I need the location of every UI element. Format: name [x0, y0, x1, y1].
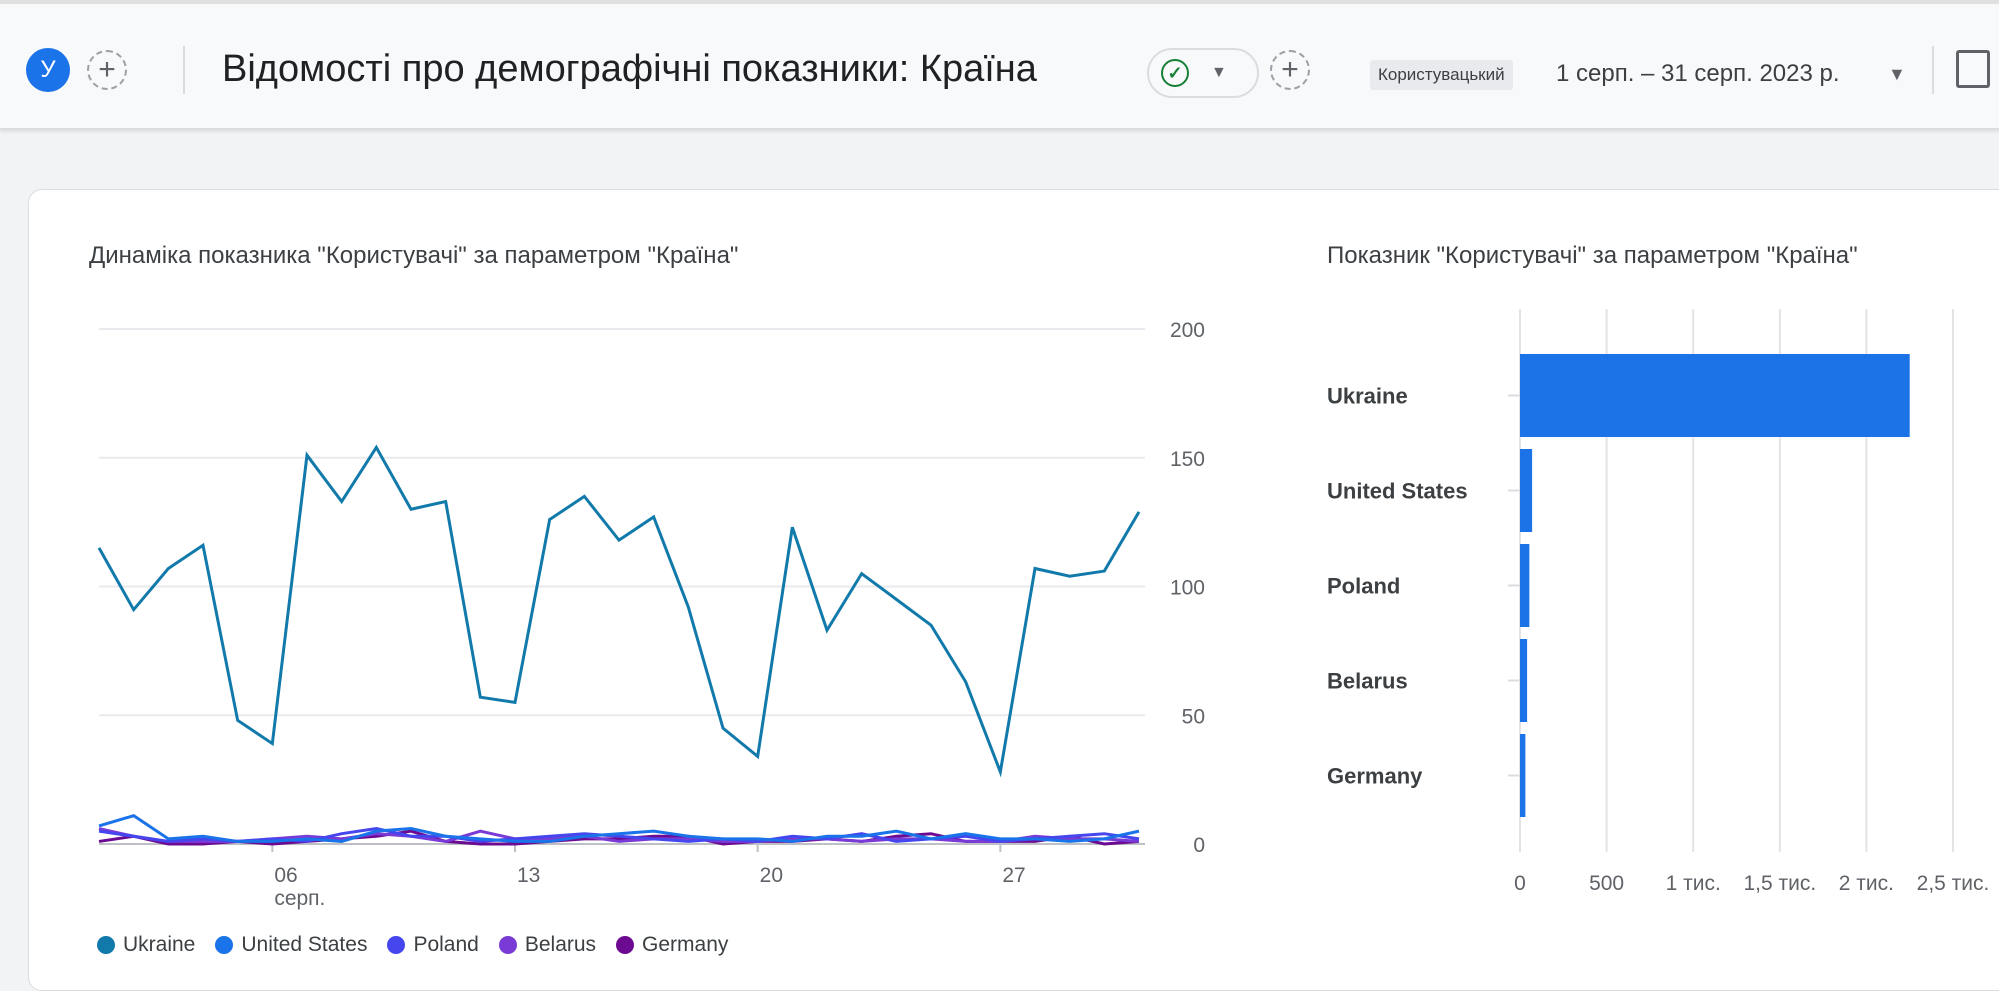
report-card: [28, 189, 1999, 991]
x-tick-label: 1 тис.: [1666, 872, 1721, 895]
page-title: Відомості про демографічні показники: Кр…: [222, 48, 1037, 90]
category-label: Ukraine: [1327, 384, 1408, 409]
legend-item[interactable]: Germany: [616, 933, 728, 957]
legend-label: Belarus: [524, 933, 597, 956]
legend-item[interactable]: Belarus: [498, 933, 597, 957]
top-border: [0, 0, 1999, 4]
category-label: Belarus: [1327, 669, 1408, 694]
y-tick-label: 50: [1182, 705, 1205, 728]
x-tick-label: 2,5 тис.: [1917, 872, 1990, 895]
x-tick-label: 2 тис.: [1839, 872, 1894, 895]
category-label: United States: [1327, 479, 1468, 504]
report-header: У + Відомості про демографічні показники…: [0, 4, 1999, 130]
x-tick-label: 06: [274, 864, 297, 887]
report-status-button[interactable]: ✓ ▼: [1147, 48, 1259, 98]
x-tick-label: 20: [760, 864, 783, 887]
legend-item[interactable]: Poland: [387, 933, 479, 957]
bar-chart-title: Показник "Користувачі" за параметром "Кр…: [1327, 242, 1858, 269]
category-label: Germany: [1327, 764, 1423, 789]
series-line-poland: [98, 827, 1140, 843]
date-range-picker[interactable]: 1 серп. – 31 серп. 2023 р.: [1556, 60, 1840, 87]
y-tick-label: 100: [1170, 577, 1205, 600]
bar-germany: [1520, 734, 1526, 817]
x-tick-label: 13: [517, 864, 540, 887]
add-plus-icon[interactable]: +: [1270, 50, 1310, 90]
avatar[interactable]: У: [26, 48, 70, 92]
legend-dot-icon: [616, 936, 635, 954]
divider: [183, 46, 185, 94]
y-tick-label: 0: [1193, 834, 1205, 857]
legend-item[interactable]: Ukraine: [97, 933, 195, 957]
caret-down-icon: ▼: [1211, 64, 1227, 81]
x-tick-sublabel: серп.: [274, 887, 325, 910]
legend-dot-icon: [498, 936, 517, 954]
line-chart-legend: Ukraine United States Poland Belarus Germany: [97, 933, 728, 957]
x-tick-label: 500: [1589, 872, 1624, 895]
x-tick-label: 27: [1002, 864, 1025, 887]
series-line-ukraine: [97, 444, 1141, 778]
legend-dot-icon: [97, 936, 115, 954]
line-chart-title: Динаміка показника "Користувачі" за пара…: [89, 242, 739, 269]
legend-dot-icon: [215, 936, 234, 954]
legend-label: Ukraine: [123, 933, 196, 956]
caret-down-icon[interactable]: ▼: [1888, 64, 1906, 84]
bar-ukraine: [1520, 354, 1910, 437]
edit-chart-icon[interactable]: [1956, 50, 1990, 88]
divider: [1932, 46, 1934, 94]
x-tick-label: 1,5 тис.: [1743, 872, 1816, 895]
avatar-letter: У: [40, 56, 56, 83]
category-label: Poland: [1327, 574, 1400, 599]
legend-label: United States: [241, 933, 368, 956]
bar-belarus: [1520, 639, 1528, 722]
check-circle-icon: ✓: [1161, 59, 1189, 87]
series-line-united-states: [98, 814, 1140, 843]
bar-poland: [1520, 544, 1530, 627]
y-tick-label: 150: [1170, 448, 1205, 471]
date-range-type[interactable]: Користувацький: [1370, 60, 1513, 90]
legend-label: Poland: [413, 933, 479, 956]
add-comparison-plus-icon[interactable]: +: [87, 50, 127, 90]
bar-united-states: [1520, 449, 1533, 532]
legend-dot-icon: [387, 936, 406, 954]
legend-label: Germany: [642, 933, 729, 956]
legend-item[interactable]: United States: [215, 933, 367, 957]
y-tick-label: 200: [1170, 319, 1205, 342]
x-tick-label: 0: [1514, 872, 1526, 895]
